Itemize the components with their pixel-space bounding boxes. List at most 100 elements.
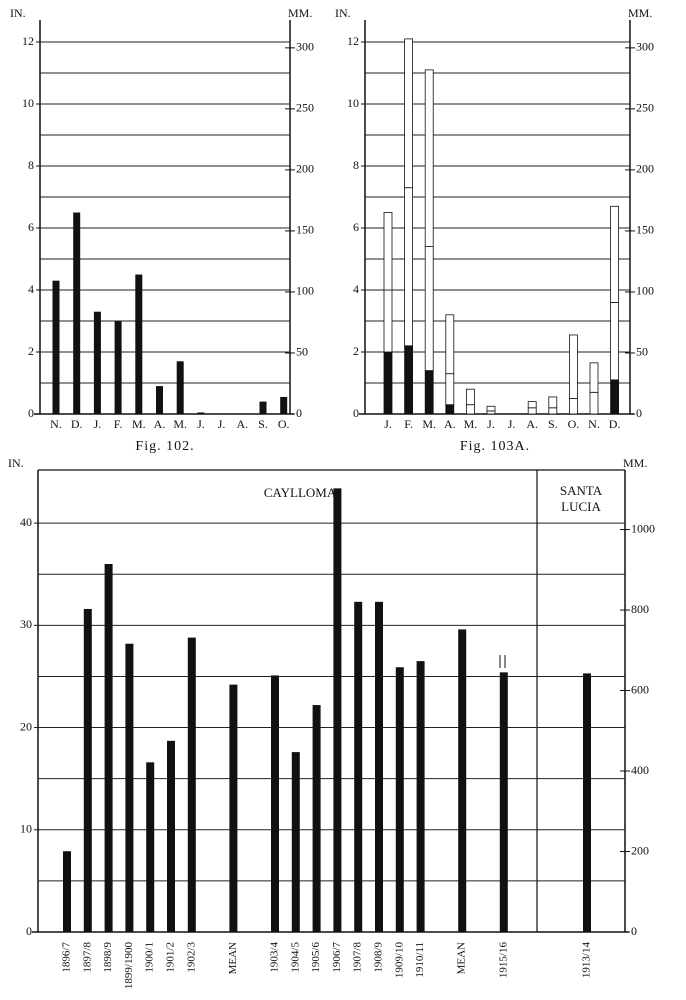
y-tick-label: 12 [347,34,359,48]
y-tick-label: 20 [20,719,32,733]
y2-tick-label: 150 [636,223,654,237]
y2-tick-label: 200 [296,162,314,176]
bar [354,601,363,932]
x-tick-label: 1904/5 [289,942,301,973]
x-tick-label: F. [114,417,123,431]
bar [375,601,383,932]
bar-segment [548,407,558,415]
y-tick-label: 2 [353,344,359,358]
chart-title: Fig. 102. [135,439,194,454]
bar [229,684,238,932]
y-tick-label: 8 [353,158,359,172]
bar-segment [424,69,434,247]
y2-tick-label: 50 [296,345,308,359]
bar-segment [424,246,434,372]
x-tick-label: 1908/9 [373,942,385,973]
x-tick-label: J. [218,417,226,431]
x-tick-label: N. [588,417,600,431]
bar-segment [445,373,455,406]
bar [416,661,425,932]
x-tick-label: 1896/7 [61,942,73,973]
x-tick-label: S. [548,417,558,431]
bar [93,311,101,414]
bar-segment [548,396,558,409]
bar-segment [404,38,414,189]
x-tick-label: 1899/1900 [123,942,135,990]
bar [63,851,71,932]
x-tick-label: MEAN [227,942,239,974]
y2-tick-label: 200 [636,162,654,176]
y-tick-label: 40 [20,515,32,529]
y-tick-label: 0 [26,924,32,938]
bar-segment [569,398,578,415]
chart-title: Fig. 103A. [460,439,530,454]
x-tick-label: A. [236,417,248,431]
x-tick-label: D. [609,417,621,431]
y2-tick-label: 300 [636,40,654,54]
bar [187,637,196,932]
x-tick-label: 1915/16 [497,942,509,979]
bar [259,401,267,414]
y-axis-label: IN. [10,6,26,20]
bar-segment [404,187,414,347]
x-tick-label: 1898/9 [102,942,114,973]
x-tick-label: 1913/14 [581,942,593,979]
bar-segment [569,334,578,399]
y2-tick-label: 0 [636,406,642,420]
bar [114,321,122,414]
y-tick-label: 0 [353,406,359,420]
y2-tick-label: 1000 [631,521,655,535]
x-tick-label: A. [444,417,456,431]
y-axis-label: IN. [335,6,351,20]
bar [83,608,92,932]
bar [73,212,81,414]
bar-segment [383,212,393,291]
y2-tick-label: 300 [296,40,314,54]
y-tick-label: 4 [353,282,359,296]
bar [291,752,300,932]
bar [333,488,342,932]
bar-segment [404,345,414,415]
y2-tick-label: 100 [296,284,314,298]
x-tick-label: A. [526,417,538,431]
y-tick-label: 8 [28,158,34,172]
bar [104,564,113,932]
x-tick-label: 1902/3 [185,942,197,973]
y2-axis-label: MM. [288,6,312,20]
bar [52,280,60,414]
bar-segment [383,351,393,415]
y-tick-label: 2 [28,344,34,358]
x-tick-label: J. [508,417,516,431]
bar [499,672,508,932]
x-tick-label: 1905/6 [310,942,322,973]
y-axis-label: IN. [8,456,24,470]
y2-tick-label: 50 [636,345,648,359]
bar-segment [610,301,619,381]
bar-segment [589,362,599,393]
y-tick-label: 10 [22,96,34,110]
x-tick-label: J. [197,417,205,431]
annotation: CAYLLOMA [264,485,337,500]
y2-tick-label: 800 [631,602,649,616]
x-tick-label: M. [132,417,146,431]
y-tick-label: 10 [347,96,359,110]
y-tick-label: 4 [28,282,34,296]
y2-tick-label: 0 [296,406,302,420]
bar-segment [465,404,475,415]
y-tick-label: 0 [28,406,34,420]
x-tick-label: 1900/1 [144,942,156,973]
x-tick-label: S. [258,417,268,431]
y2-tick-label: 600 [631,682,649,696]
bar [146,762,155,932]
bar [312,705,321,932]
x-tick-label: 1903/4 [269,942,281,973]
x-tick-label: 1897/8 [81,942,93,973]
bar [395,667,404,932]
bar-segment [589,391,599,415]
bar [271,675,279,932]
annotation: SANTA LUCIA [559,483,603,514]
y2-tick-label: 250 [636,101,654,115]
y2-tick-label: 200 [631,843,649,857]
bar [176,361,184,414]
